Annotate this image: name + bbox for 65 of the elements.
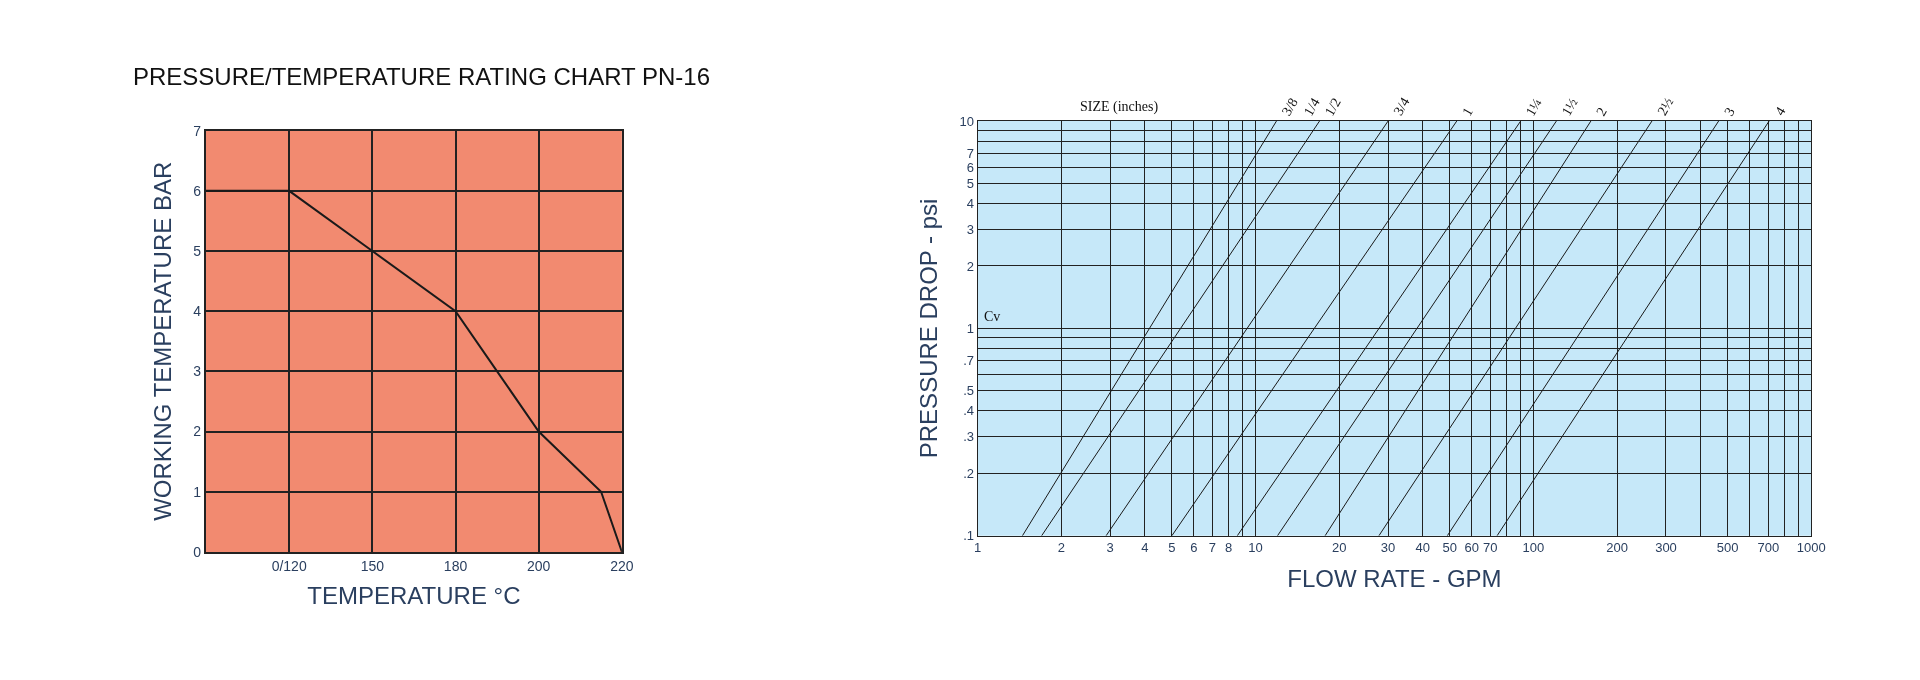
- x-tick-label: 6: [1190, 540, 1198, 556]
- y-tick-label: .4: [963, 403, 974, 419]
- y-tick-label: 5: [966, 176, 974, 192]
- y-tick-label: 4: [966, 196, 974, 212]
- text: SIZE (inches): [1080, 99, 1159, 115]
- y-tick-label: 4: [193, 303, 202, 320]
- x-tick-label: 10: [1248, 540, 1263, 556]
- text: 3: [1721, 104, 1738, 119]
- x-tick-label: 3: [1106, 540, 1114, 556]
- text: 4: [1772, 104, 1789, 118]
- x-tick-label: 7: [1208, 540, 1217, 556]
- text: 1¼: [1522, 95, 1545, 119]
- y-tick-label: 1: [193, 483, 202, 500]
- text: 3/4: [1390, 95, 1413, 119]
- text: 1: [1459, 104, 1476, 119]
- y-axis-title: WORKING TEMPERATURE BAR: [148, 161, 176, 521]
- text: 2: [1593, 105, 1610, 119]
- x-tick-label: 220: [610, 557, 634, 574]
- y-tick-label: 2: [193, 423, 202, 440]
- y-tick-label: .7: [963, 353, 974, 369]
- y-tick-label: 1: [966, 320, 974, 336]
- x-tick-label: 200: [1606, 540, 1628, 556]
- text: 1½: [1558, 95, 1581, 119]
- x-tick-label: 5: [1168, 540, 1176, 556]
- x-axis-title: TEMPERATURE °C: [307, 582, 521, 610]
- y-tick-label: 6: [966, 159, 974, 175]
- text: 3/8: [1278, 95, 1301, 119]
- chart-title: PRESSURE/TEMPERATURE RATING CHART PN-16: [133, 63, 710, 90]
- x-tick-label: 700: [1757, 540, 1780, 556]
- y-tick-label: 5: [193, 242, 202, 259]
- y-tick-label: 3: [193, 363, 202, 380]
- y-axis-title: PRESSURE DROP - psi: [914, 198, 942, 459]
- x-tick-label: 8: [1224, 540, 1233, 556]
- y-tick-label: 6: [193, 182, 202, 199]
- annotation: Cv: [984, 309, 1001, 324]
- x-tick-label: 150: [360, 557, 385, 574]
- y-tick-label: .2: [963, 465, 974, 481]
- x-tick-label: 60: [1464, 540, 1479, 556]
- y-tick-label: .5: [963, 383, 974, 399]
- x-tick-label: 200: [527, 557, 551, 574]
- x-tick-label: 500: [1716, 540, 1739, 556]
- x-tick-label: 50: [1442, 540, 1457, 556]
- x-tick-label: 4: [1141, 540, 1149, 556]
- text: 1/2: [1321, 95, 1344, 119]
- x-tick-label: 300: [1655, 540, 1677, 556]
- x-tick-label: 1000: [1796, 540, 1826, 556]
- x-tick-label: 20: [1331, 540, 1347, 556]
- text: 2½: [1654, 95, 1677, 118]
- y-tick-label: 3: [966, 222, 974, 238]
- x-tick-label: 2: [1057, 540, 1065, 556]
- y-tick-label: 2: [966, 258, 974, 274]
- y-tick-label: 10: [959, 113, 974, 129]
- text: 1/4: [1300, 95, 1323, 119]
- x-tick-label: 40: [1415, 540, 1431, 556]
- x-tick-label: 70: [1483, 540, 1498, 556]
- y-tick-label: .1: [963, 528, 974, 544]
- x-tick-label: 180: [443, 557, 468, 574]
- y-tick-label: 7: [193, 122, 202, 139]
- y-tick-label: 7: [966, 145, 974, 161]
- x-tick-label: 0/120: [271, 557, 307, 574]
- x-axis-title: FLOW RATE - GPM: [1287, 564, 1502, 592]
- y-tick-label: .3: [963, 429, 974, 445]
- y-tick-label: 0: [193, 543, 202, 560]
- x-tick-label: 30: [1380, 540, 1396, 556]
- x-tick-label: 100: [1522, 540, 1545, 556]
